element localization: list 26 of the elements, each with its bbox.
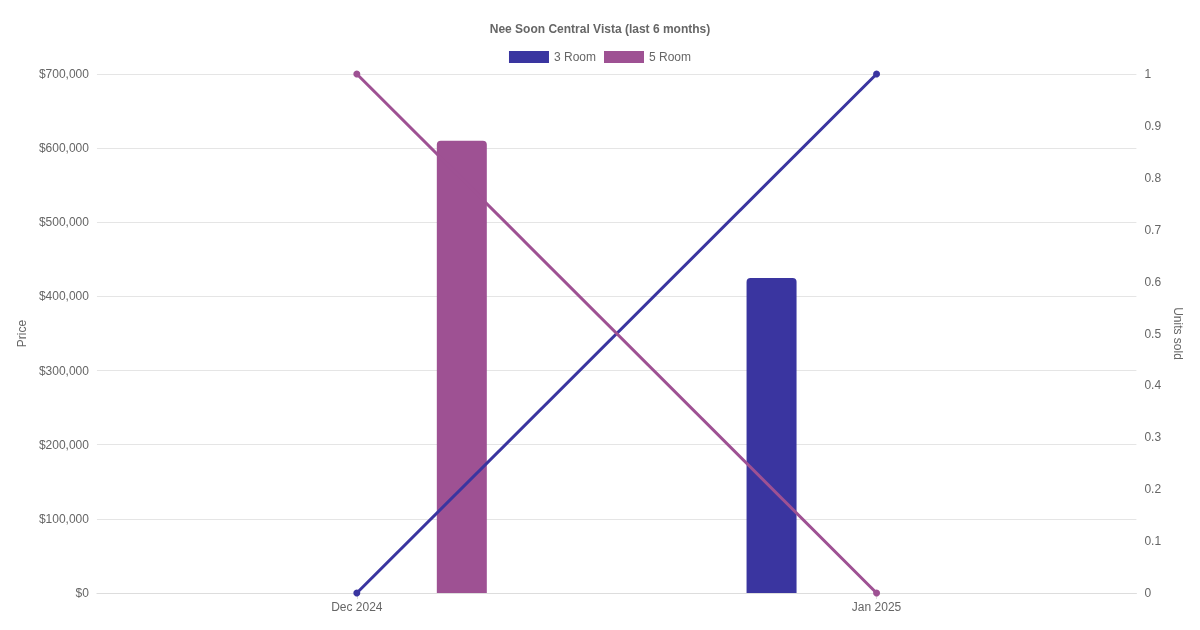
chart-title: Nee Soon Central Vista (last 6 months) [489, 22, 711, 36]
x-tick-label: Dec 2024 [331, 600, 383, 614]
y2-axis-title: Units sold [1171, 307, 1185, 360]
y-tick-label: $0 [75, 586, 90, 600]
y2-tick-label: 0.5 [1144, 326, 1162, 341]
y-tick-label: $100,000 [38, 511, 90, 526]
y2-tick-label: 1 [1144, 67, 1152, 81]
y2-tick-label: 0.7 [1144, 222, 1162, 237]
y-tick-label: $400,000 [38, 289, 90, 304]
y-axis-title: Price [15, 319, 29, 348]
y-tick-label: $600,000 [38, 141, 90, 156]
y2-tick-label: 0.6 [1144, 274, 1162, 289]
legend-label: 3 Room [553, 50, 597, 64]
y-tick-label: $300,000 [38, 363, 90, 378]
y2-tick-label: 0.8 [1144, 170, 1162, 185]
y2-tick-label: 0.2 [1144, 482, 1162, 497]
y2-tick-label: 0.9 [1144, 118, 1162, 133]
x-tick-label: Jan 2025 [851, 600, 902, 614]
y2-tick-label: 0.1 [1144, 534, 1162, 549]
y-tick-label: $500,000 [38, 215, 90, 230]
legend-label: 5 Room [649, 50, 692, 64]
y2-tick-label: 0.3 [1144, 430, 1162, 445]
y2-tick-label: 0.4 [1144, 378, 1162, 393]
y-tick-label: $700,000 [38, 67, 90, 81]
y2-tick-label: 0 [1144, 586, 1152, 600]
y-tick-label: $200,000 [38, 437, 90, 452]
